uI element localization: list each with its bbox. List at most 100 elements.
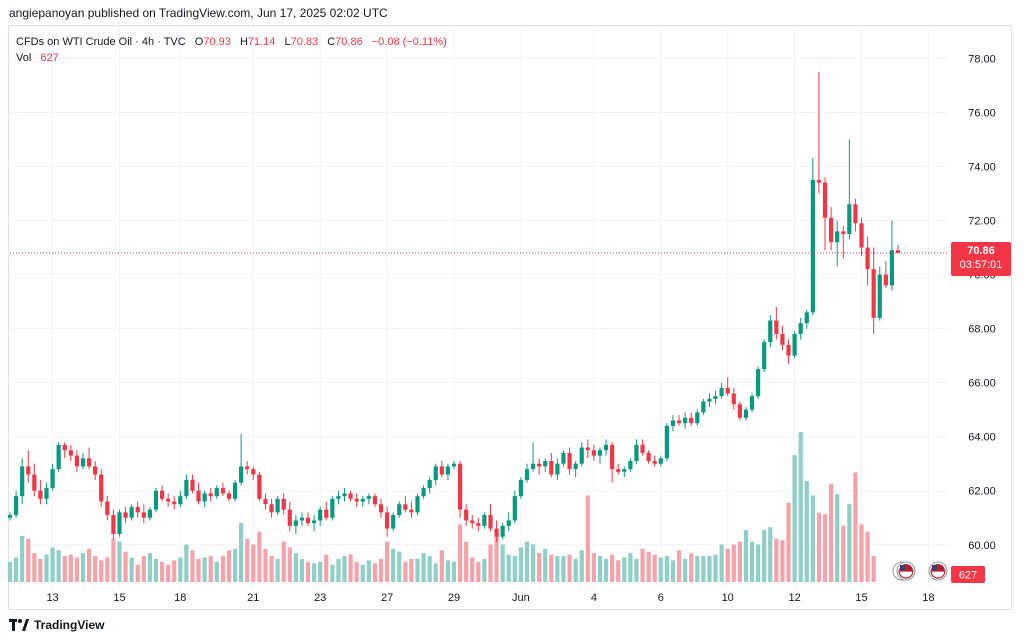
candle (409, 501, 414, 518)
candle (141, 504, 146, 524)
candle (239, 433, 244, 486)
volume-bar (129, 557, 134, 582)
candle (451, 461, 457, 470)
volume-bar (822, 514, 828, 582)
volume-bar (804, 481, 809, 582)
volume-bar (780, 540, 785, 582)
candle (895, 244, 901, 253)
volume-bar (737, 541, 742, 582)
volume-bar (159, 561, 165, 582)
candle (810, 158, 815, 316)
volume-bar (543, 548, 548, 582)
candle (245, 461, 250, 475)
event-flag-icon[interactable] (892, 561, 916, 581)
volume-bar (251, 544, 256, 582)
legend-high-label: H (239, 36, 248, 48)
volume-bar (555, 556, 560, 582)
candle (470, 515, 475, 529)
volume-bar (50, 547, 55, 582)
candle (555, 458, 560, 480)
candle (597, 447, 603, 464)
volume-bar (731, 544, 736, 582)
y-tick-label: 74.00 (968, 162, 996, 174)
volume-bar (415, 558, 420, 582)
volume-bar (196, 558, 201, 582)
volume-bar (847, 504, 852, 582)
candle (281, 493, 286, 516)
candle (214, 485, 219, 499)
volume-bar (756, 544, 761, 582)
volume-bar (56, 550, 61, 582)
volume-bar (409, 558, 414, 582)
volume-bar (464, 541, 469, 582)
volume-bar (427, 556, 432, 582)
volume-bar (859, 524, 864, 582)
volume-bar (664, 556, 669, 582)
volume-bar (80, 553, 86, 582)
volume-bar (841, 525, 846, 582)
volume-bar (105, 557, 110, 582)
volume-bar (366, 560, 371, 582)
volume-bar (13, 557, 19, 582)
candle (372, 493, 378, 507)
x-tick-label: 18 (174, 592, 186, 604)
candle (427, 477, 432, 494)
volume-bar (32, 553, 37, 582)
chart-frame (8, 25, 1012, 610)
candle (13, 490, 19, 518)
candle (567, 447, 572, 475)
volume-bar (421, 553, 426, 582)
volume-bar (530, 544, 536, 582)
candle (537, 458, 542, 475)
candle (780, 325, 785, 351)
candle (360, 496, 365, 507)
candle (32, 463, 37, 497)
candle (117, 509, 122, 537)
candle (616, 463, 621, 475)
volume-bar (208, 556, 213, 582)
candle (263, 493, 268, 510)
volume-bar (658, 557, 663, 582)
volume-bar (202, 557, 207, 582)
volume-bar (494, 532, 499, 582)
volume-bar (549, 554, 554, 582)
x-tick-label: 23 (314, 592, 326, 604)
candle (518, 477, 524, 499)
candle (804, 309, 809, 329)
volume-bar (269, 556, 274, 582)
legend-high: 71.14 (247, 36, 276, 48)
x-tick-label: 13 (46, 592, 58, 604)
x-tick-label: 15 (113, 592, 125, 604)
candle (403, 496, 408, 513)
candle (384, 506, 390, 537)
legend-low-label: L (284, 36, 291, 48)
legend-vol-label: Vol (16, 52, 32, 64)
volume-bar (20, 535, 25, 582)
price-tag: 70.86 03:57:01 (951, 241, 1011, 276)
volume-bar (591, 553, 596, 582)
legend-open: 70.93 (203, 36, 231, 48)
volume-bar (135, 564, 140, 582)
candle (792, 331, 797, 359)
legend-change: −0.08 (−0.11%) (371, 36, 447, 48)
candle (172, 496, 177, 510)
y-tick-label: 66.00 (968, 378, 996, 390)
footer-brand[interactable]: TradingView (9, 618, 104, 632)
volume-bar (111, 538, 116, 582)
volume-bar (835, 494, 840, 582)
volume-bar (305, 561, 311, 582)
candle (695, 409, 700, 426)
candle (275, 496, 280, 516)
event-flag-icon[interactable] (928, 561, 948, 581)
candle (208, 488, 213, 502)
candle (707, 393, 712, 407)
volume-bar (232, 548, 238, 582)
candle (257, 471, 262, 502)
candle (798, 317, 803, 340)
candle (737, 401, 742, 421)
candle (664, 423, 669, 462)
x-tick-label: 12 (788, 592, 800, 604)
candle (397, 501, 402, 518)
volume-bar (743, 530, 749, 582)
